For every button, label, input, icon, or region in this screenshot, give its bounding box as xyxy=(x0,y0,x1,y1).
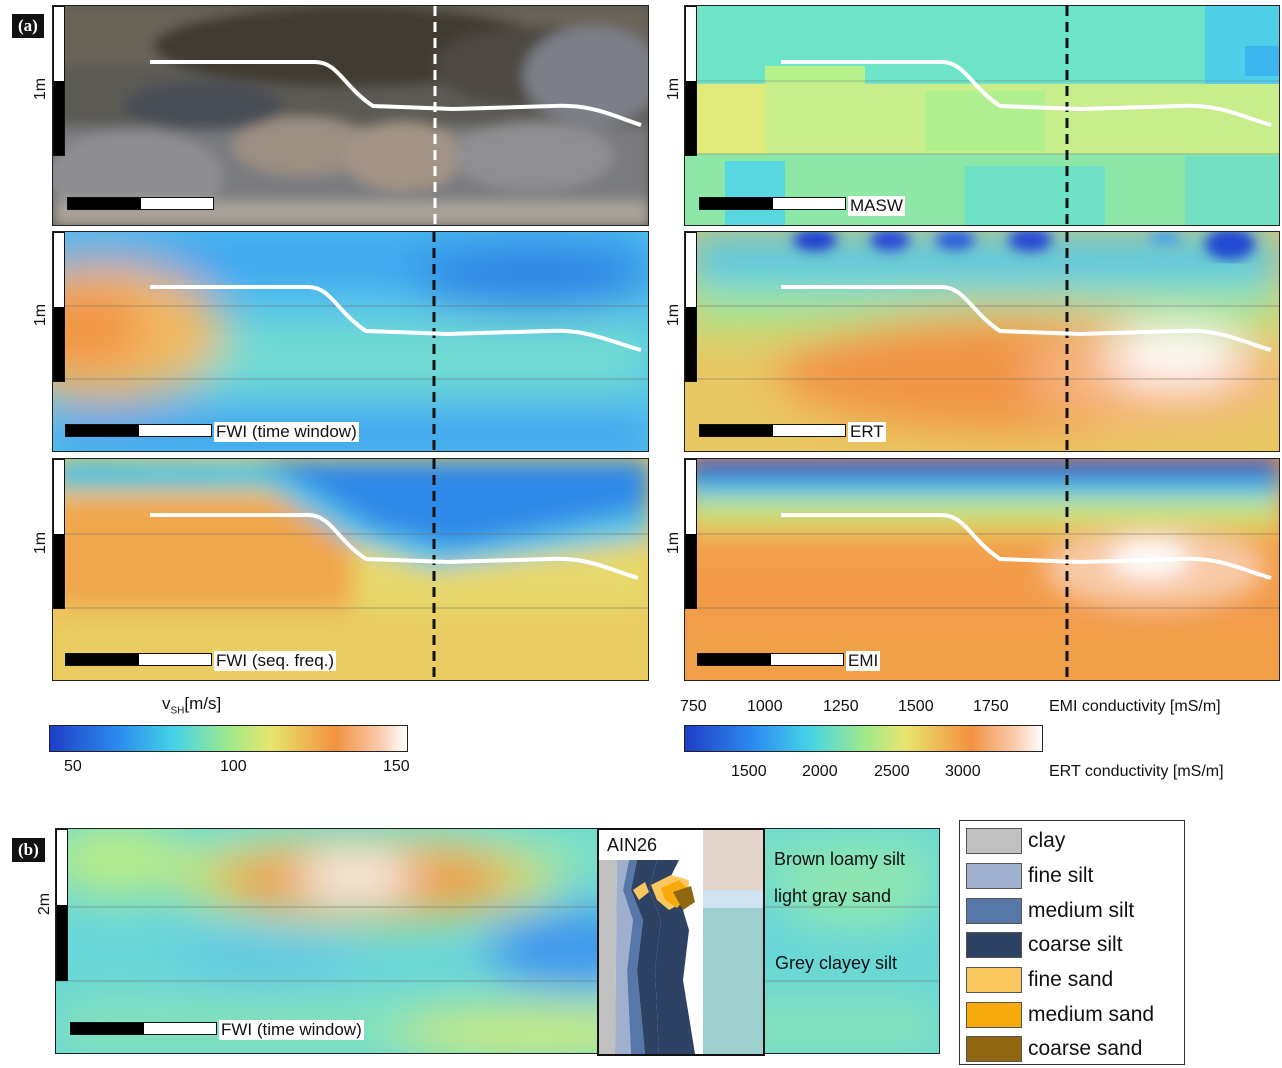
vertical-scale-bar xyxy=(685,6,697,156)
grain-size-legend: clay fine silt medium silt coarse silt f… xyxy=(959,820,1185,1065)
legend-label: coarse silt xyxy=(1028,933,1123,956)
vertical-scale-bar xyxy=(56,829,68,981)
core-log-inset: AIN26 xyxy=(597,828,765,1056)
vsh-tick: 50 xyxy=(64,758,82,775)
scale-label: 1m xyxy=(32,531,50,555)
ert-tick: 3000 xyxy=(945,763,981,780)
vsh-colorbar-label: vSH[m/s] xyxy=(162,694,221,716)
legend-label: coarse sand xyxy=(1028,1037,1143,1060)
ert-tick: 1500 xyxy=(731,763,767,780)
vsh-tick: 100 xyxy=(220,758,247,775)
method-label-fwi-b: FWI (time window) xyxy=(219,1020,364,1040)
panel-b-label: (b) xyxy=(12,838,45,862)
ert-panel: ERT xyxy=(684,231,1280,452)
vsh-label-sub: SH xyxy=(170,705,185,717)
layer-label-grey-clayey-silt: Grey clayey silt xyxy=(775,953,898,973)
core-name: AIN26 xyxy=(607,835,658,855)
horizontal-scale-bar xyxy=(70,1022,217,1035)
method-label-emi: EMI xyxy=(846,651,881,671)
legend-swatch xyxy=(966,1002,1022,1028)
scale-label: 1m xyxy=(665,303,683,327)
vertical-scale-bar xyxy=(53,232,65,382)
vertical-scale-bar xyxy=(53,6,65,156)
panel-a-label: (a) xyxy=(12,14,44,38)
emi-tick: 1250 xyxy=(823,698,859,715)
outcrop-photo xyxy=(52,5,649,226)
conductivity-colorbar xyxy=(684,725,1043,752)
legend-swatch xyxy=(966,828,1022,854)
vsh-label-main: v xyxy=(162,694,171,713)
vertical-scale-bar xyxy=(685,232,697,382)
vsh-tick: 150 xyxy=(383,758,410,775)
method-label-fwi-seq-freq: FWI (seq. freq.) xyxy=(214,651,337,671)
legend-label: fine silt xyxy=(1028,864,1094,887)
legend-label: clay xyxy=(1028,829,1066,852)
emi-tick: 1500 xyxy=(898,698,934,715)
legend-label: medium sand xyxy=(1028,1003,1155,1026)
ert-tick: 2000 xyxy=(802,763,838,780)
ert-tick: 2500 xyxy=(874,763,910,780)
horizontal-scale-bar xyxy=(67,197,214,210)
legend-swatch xyxy=(966,863,1022,889)
legend-label: fine sand xyxy=(1028,968,1114,991)
legend-swatch xyxy=(966,1036,1022,1062)
legend-swatch xyxy=(966,932,1022,958)
fwi-seq-freq-panel: FWI (seq. freq.) xyxy=(52,458,649,681)
method-label-masw: MASW xyxy=(848,196,905,216)
emi-conductivity-label: EMI conductivity [mS/m] xyxy=(1049,698,1221,715)
method-label-ert: ERT xyxy=(848,422,886,442)
scale-label: 1m xyxy=(665,531,683,555)
horizontal-scale-bar xyxy=(65,653,212,666)
scale-label: 1m xyxy=(32,303,50,327)
emi-panel: EMI xyxy=(684,458,1280,681)
legend-swatch xyxy=(966,898,1022,924)
vertical-scale-bar xyxy=(685,459,697,609)
horizontal-scale-bar xyxy=(699,197,846,210)
horizontal-scale-bar xyxy=(65,424,212,437)
scale-label: 1m xyxy=(665,77,683,101)
method-label-fwi-time-window: FWI (time window) xyxy=(214,422,359,442)
scale-label-b: 2m xyxy=(36,892,54,916)
horizontal-scale-bar xyxy=(699,424,846,437)
core-title-box: AIN26 xyxy=(599,830,703,860)
fwi-time-window-panel: FWI (time window) xyxy=(52,231,649,452)
emi-tick: 1000 xyxy=(747,698,783,715)
layer-label-light-gray-sand: light gray sand xyxy=(774,886,892,906)
emi-tick: 1750 xyxy=(973,698,1009,715)
ert-conductivity-label: ERT conductivity [mS/m] xyxy=(1049,763,1224,780)
emi-tick: 750 xyxy=(680,698,707,715)
vsh-colorbar xyxy=(49,725,408,752)
legend-label: medium silt xyxy=(1028,899,1135,922)
scale-label: 1m xyxy=(32,77,50,101)
vertical-scale-bar xyxy=(53,459,65,609)
vsh-label-unit: [m/s] xyxy=(184,694,222,713)
legend-swatch xyxy=(966,967,1022,993)
layer-label-brown-loamy-silt: Brown loamy silt xyxy=(774,849,906,869)
masw-panel: MASW xyxy=(684,5,1280,226)
horizontal-scale-bar xyxy=(697,653,844,666)
